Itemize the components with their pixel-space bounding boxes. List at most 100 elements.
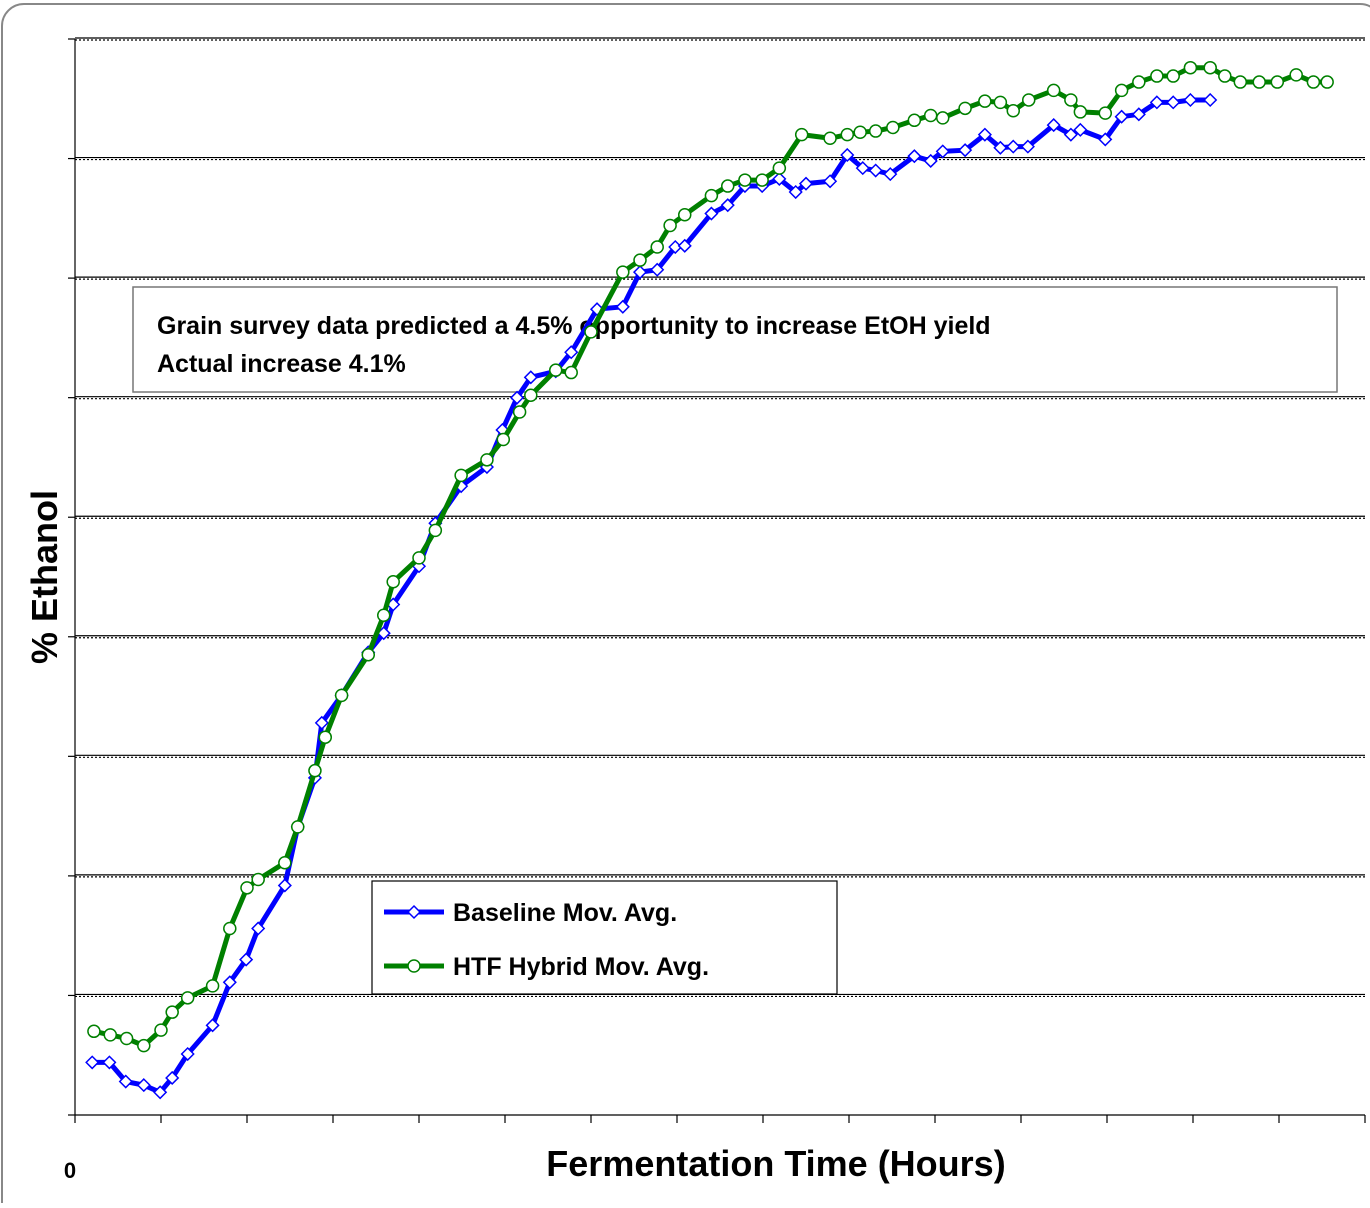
diamond-marker (564, 345, 579, 360)
circle-marker (308, 763, 322, 778)
circle-marker (251, 872, 265, 887)
diamond-marker (251, 921, 266, 936)
circle-marker (886, 120, 900, 135)
circle-marker (584, 325, 598, 339)
circle-marker (853, 125, 867, 140)
diamond-marker (1203, 92, 1218, 108)
circle-marker (240, 881, 254, 895)
circle-marker (496, 432, 511, 447)
circle-marker (278, 855, 292, 870)
diamond-marker (85, 1055, 100, 1070)
circle-marker (738, 173, 752, 187)
legend-label: HTF Hybrid Mov. Avg. (453, 953, 709, 981)
series-line (93, 65, 1328, 1049)
circle-marker (1270, 75, 1285, 89)
circle-marker (755, 173, 769, 187)
circle-marker (137, 1038, 151, 1053)
diamond-marker (1114, 109, 1129, 124)
diamond-marker (1020, 139, 1035, 154)
circle-marker (1289, 68, 1303, 82)
circle-marker (1098, 106, 1113, 120)
circle-marker (376, 608, 391, 623)
circle-marker (103, 1028, 118, 1042)
circle-marker (772, 161, 787, 175)
x-axis-label: Fermentation Time (Hours) (546, 1143, 1005, 1184)
circle-marker (428, 523, 443, 538)
diamond-marker (772, 171, 787, 186)
circle-marker (524, 388, 538, 403)
circle-marker (993, 95, 1008, 110)
diamond-marker (840, 147, 855, 163)
series-line (92, 97, 1211, 1095)
circle-marker (1306, 75, 1321, 89)
diamond-marker (314, 715, 329, 730)
circle-marker (1073, 105, 1088, 119)
circle-marker (650, 240, 664, 254)
legend: Baseline Mov. Avg. HTF Hybrid Mov. Avg. (371, 880, 838, 995)
circle-marker (334, 688, 349, 703)
annotation-line: Grain survey data predicted a 4.5% oppor… (157, 312, 991, 340)
circle-marker (823, 131, 837, 145)
circle-marker (907, 113, 922, 128)
circle-marker (1320, 75, 1334, 89)
circle-marker (704, 188, 719, 203)
circle-marker (1218, 69, 1232, 83)
circle-marker (1252, 75, 1266, 89)
diamond-marker (798, 176, 814, 191)
diamond-marker (1073, 122, 1088, 137)
circle-marker (978, 94, 992, 108)
diamond-marker (1098, 132, 1113, 147)
diamond-marker (509, 390, 525, 405)
circle-marker (1132, 75, 1146, 89)
diamond-marker (977, 127, 992, 142)
diamond-marker (788, 184, 803, 200)
circle-marker (154, 1023, 168, 1037)
circle-marker (412, 551, 426, 565)
x-origin-label: 0 (64, 1158, 76, 1183)
diamond-marker (277, 878, 292, 893)
diamond-marker (868, 163, 883, 178)
annotation-line: Actual increase 4.1% (157, 350, 406, 378)
circle-marker (564, 365, 578, 380)
circle-marker (1064, 93, 1078, 107)
diamond-marker (1063, 127, 1078, 142)
circle-marker (318, 730, 333, 744)
circle-marker (361, 647, 376, 662)
diamond-marker (720, 198, 735, 213)
circle-marker (454, 468, 468, 483)
circle-marker (923, 108, 938, 123)
circle-marker (720, 179, 735, 193)
circle-marker (868, 124, 883, 138)
circle-marker (386, 575, 400, 589)
diamond-marker (1183, 92, 1198, 108)
circle-marker (958, 101, 972, 116)
circle-marker (935, 111, 950, 125)
circle-marker (165, 1005, 179, 1019)
circle-marker (1233, 75, 1248, 89)
circle-marker (548, 363, 563, 377)
circle-marker (616, 265, 630, 279)
circle-marker (407, 959, 421, 973)
circle-marker (794, 127, 809, 142)
circle-marker (1046, 83, 1061, 98)
diamond-marker (823, 174, 838, 189)
plot-area: Baseline Mov. Avg. HTF Hybrid Mov. Avg. (68, 37, 1366, 1123)
circle-marker (205, 979, 220, 993)
annotation-box (132, 286, 1338, 393)
diamond-marker (406, 904, 422, 920)
circle-marker (223, 921, 237, 936)
circle-marker (1166, 69, 1180, 83)
diamond-marker (958, 143, 973, 158)
circle-marker (1150, 69, 1164, 83)
diamond-marker (632, 265, 648, 280)
circle-marker (1021, 93, 1036, 107)
diamond-marker (615, 299, 630, 314)
circle-marker (840, 127, 855, 142)
diamond-marker (102, 1055, 117, 1070)
legend-label: Baseline Mov. Avg. (453, 899, 677, 927)
circle-marker (633, 253, 647, 267)
diamond-marker (677, 238, 692, 253)
diamond-marker (855, 161, 870, 176)
